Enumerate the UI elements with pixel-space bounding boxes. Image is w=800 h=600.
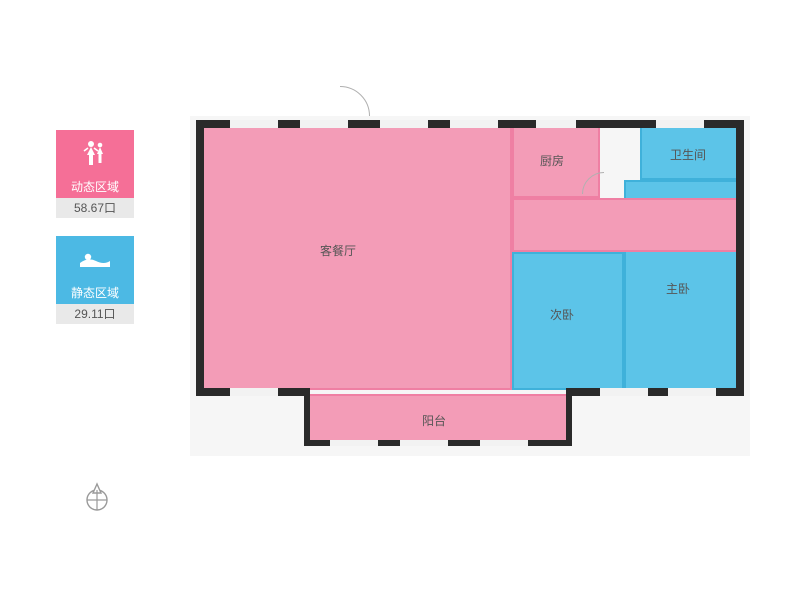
room-label-bed1: 主卧 xyxy=(666,280,690,297)
wall-balcony-l xyxy=(304,388,310,446)
legend-active-value: 58.67口 xyxy=(56,198,134,218)
window-bl-1 xyxy=(230,388,278,396)
window-top-1 xyxy=(230,120,278,128)
window-top-5 xyxy=(536,120,576,128)
wall-right xyxy=(736,120,744,394)
room-label-kitchen: 厨房 xyxy=(540,152,564,169)
window-top-3 xyxy=(380,120,428,128)
legend-active-iconbox xyxy=(56,130,134,176)
room-label-balcony: 阳台 xyxy=(422,412,446,429)
window-top-2 xyxy=(300,120,348,128)
window-bal-2 xyxy=(400,440,448,446)
sleep-icon xyxy=(78,247,112,271)
people-icon xyxy=(80,139,110,167)
window-br-2 xyxy=(668,388,716,396)
wall-bottom-r xyxy=(568,388,744,396)
room-label-bed2: 次卧 xyxy=(550,306,574,323)
compass-icon xyxy=(80,480,114,514)
legend-passive-zone: 静态区域 29.11口 xyxy=(56,236,134,324)
wall-left xyxy=(196,120,204,394)
legend-passive-label: 静态区域 xyxy=(56,282,134,304)
window-bal-1 xyxy=(330,440,378,446)
legend-active-label: 动态区域 xyxy=(56,176,134,198)
room-label-living: 客餐厅 xyxy=(320,242,356,259)
legend: 动态区域 58.67口 静态区域 29.11口 xyxy=(56,130,134,342)
window-br-1 xyxy=(600,388,648,396)
floorplan: 客餐厅 厨房 卫生间次卧 主卧阳台 xyxy=(190,116,750,456)
window-top-6 xyxy=(656,120,704,128)
legend-passive-value: 29.11口 xyxy=(56,304,134,324)
window-top-4 xyxy=(450,120,498,128)
room-living xyxy=(202,126,512,390)
legend-active-zone: 动态区域 58.67口 xyxy=(56,130,134,218)
room-hallway xyxy=(512,198,740,252)
wall-balcony-r xyxy=(566,388,572,446)
room-label-bath: 卫生间 xyxy=(670,146,706,163)
window-bal-3 xyxy=(480,440,528,446)
legend-passive-iconbox xyxy=(56,236,134,282)
